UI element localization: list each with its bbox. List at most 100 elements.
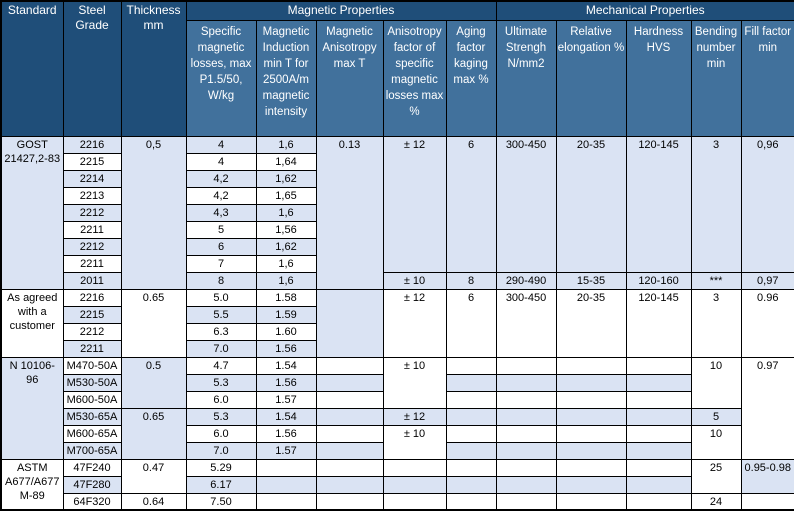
column-header-cell: Hardness HVS: [625, 19, 692, 137]
table-row: 2213 4,2 1,65: [1, 186, 794, 205]
table-cell: 0,96: [740, 135, 794, 273]
table-cell: 5: [690, 407, 742, 426]
column-header-cell: Magnetic Anisotropy max T: [315, 19, 384, 137]
table-row: 2011 8 1,6 ± 10 8 290-490 15-35 120-160 *** 0,97: [1, 271, 794, 290]
table-cell: M470-50A: [62, 356, 122, 375]
table-cell: 6: [445, 288, 497, 358]
table-cell: ± 12: [382, 135, 447, 273]
table-cell: 1.56: [255, 339, 317, 358]
table-cell: 7.0: [185, 441, 257, 460]
table-cell: 0.95-0.98: [740, 458, 794, 494]
table-cell: M600-65A: [62, 424, 122, 443]
table-cell: [495, 458, 557, 477]
group-header-cell: Standard: [0, 0, 64, 137]
group-header-cell: Mechanical Properties: [495, 0, 794, 21]
table-row: 2214 4,2 1,62: [1, 169, 794, 188]
table-cell: 5.29: [185, 458, 257, 477]
table-cell: 10: [690, 424, 742, 460]
column-header-cell: Fill factor min: [740, 19, 794, 137]
table-cell: [315, 373, 384, 392]
table-cell: 8: [445, 271, 497, 290]
table-cell: 20-35: [555, 288, 627, 358]
table-cell: [555, 373, 627, 392]
table-cell: 1,6: [255, 135, 317, 154]
table-cell: [445, 424, 497, 443]
table-cell: [445, 458, 497, 477]
table-row: 2211 7 1,6: [1, 254, 794, 273]
table-cell: 2213: [62, 186, 122, 205]
table-cell: [495, 373, 557, 392]
table-cell: 120-145: [625, 135, 692, 273]
table-cell: M530-65A: [62, 407, 122, 426]
table-cell: 0.5: [120, 356, 187, 409]
table-cell: 1.57: [255, 441, 317, 460]
table-cell: 0,97: [740, 271, 794, 290]
table-cell: 8: [185, 271, 257, 290]
table-row: M530-50A 5.3 1.56: [1, 373, 794, 392]
table-cell: [445, 373, 497, 392]
table-cell: 1,56: [255, 220, 317, 239]
table-cell: 2211: [62, 220, 122, 239]
table-cell: 0.64: [120, 492, 187, 511]
table-cell: 2214: [62, 169, 122, 188]
table-cell: 1.59: [255, 305, 317, 324]
table-cell: [555, 356, 627, 375]
table-row: 2215 5.5 1.59: [1, 305, 794, 324]
table-cell: 6.0: [185, 424, 257, 443]
table-cell: 2011: [62, 271, 122, 290]
table-cell: 2212: [62, 203, 122, 222]
table-cell: [555, 407, 627, 426]
table-cell: [315, 441, 384, 460]
table-cell: [315, 390, 384, 409]
column-header-cell: Specific magnetic losses, max P1.5/50, W…: [185, 19, 257, 137]
table-cell: [625, 492, 692, 511]
table-cell: [255, 475, 317, 494]
table-cell: [555, 424, 627, 443]
table-cell: [445, 441, 497, 460]
table-cell: ± 10: [382, 271, 447, 290]
table-cell: 25: [690, 458, 742, 494]
table-cell: 4.7: [185, 356, 257, 375]
group-header-cell: Thickness mm: [120, 0, 187, 137]
table-row: N 10106-96 M470-50A 0.5 4.7 1.54 ± 10 10 0.97: [0, 356, 794, 460]
table-cell: 5.5: [185, 305, 257, 324]
table-cell: 3: [690, 135, 742, 273]
table-cell: 47F280: [62, 475, 122, 494]
table-header: Standard Steel Grade Thickness mm Magnetic …: [0, 0, 794, 137]
table-cell: 2216: [62, 288, 122, 307]
table-cell: 1,6: [255, 271, 317, 290]
table-cell: 4,2: [185, 169, 257, 188]
table-cell: 1.54: [255, 407, 317, 426]
table-cell: 15-35: [555, 271, 627, 290]
table-cell: 1.58: [255, 288, 317, 307]
table-cell: [625, 458, 692, 477]
table-cell: 7.50: [185, 492, 257, 511]
table-cell: 20-35: [555, 135, 627, 273]
table-cell: ***: [690, 271, 742, 290]
table-cell: 5: [185, 220, 257, 239]
table-cell: 6.17: [185, 475, 257, 494]
table-cell: 6.0: [185, 390, 257, 409]
table-cell: [315, 288, 384, 358]
table-cell: [495, 492, 557, 511]
table-cell: GOST 21427,2-83: [0, 135, 64, 290]
table-cell: M530-50A: [62, 373, 122, 392]
table-cell: 4,2: [185, 186, 257, 205]
table-cell: 6: [445, 135, 497, 273]
table-cell: [625, 441, 692, 460]
table-cell: 6: [185, 237, 257, 256]
table-cell: [255, 458, 317, 477]
table-cell: 1.56: [255, 373, 317, 392]
table-cell: 1,64: [255, 152, 317, 171]
table-cell: [382, 492, 447, 511]
table-cell: [315, 475, 384, 494]
table-cell: [445, 356, 497, 375]
table-cell: 47F240: [62, 458, 122, 477]
table-cell: 64F320: [62, 492, 122, 511]
table-cell: [445, 492, 497, 511]
table-cell: [315, 407, 384, 426]
table-cell: [555, 441, 627, 460]
table-cell: 4: [185, 135, 257, 154]
table-row: 2211 7.0 1.56: [1, 339, 794, 358]
